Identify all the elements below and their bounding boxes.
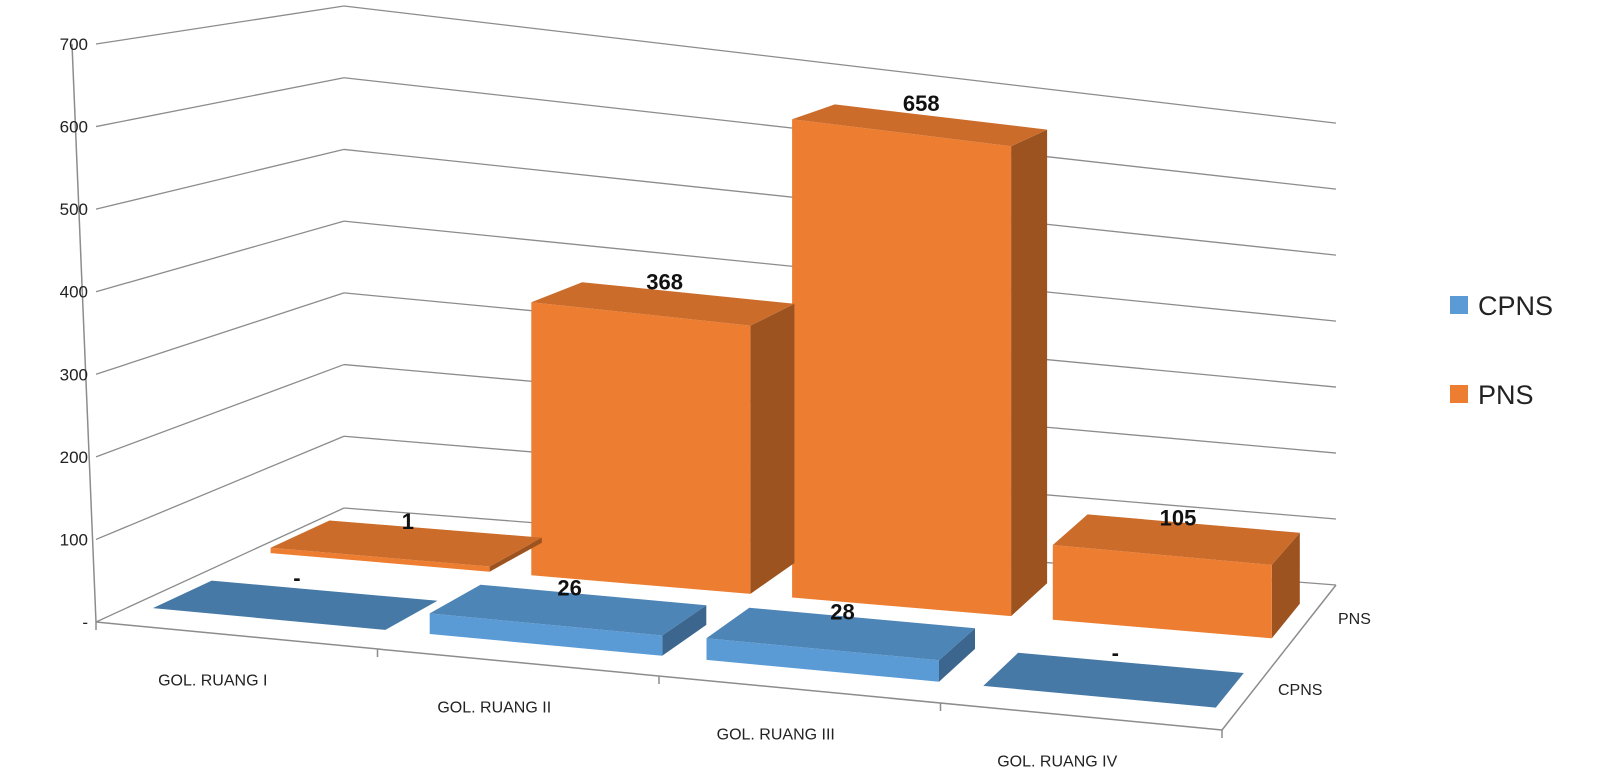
data-labels: 105 658 368 1 - 28 26 -: [293, 91, 1196, 666]
bar-pns: [792, 104, 1048, 617]
category-label: GOL. RUANG II: [437, 700, 551, 717]
x-axis-categories: GOL. RUANG I GOL. RUANG II GOL. RUANG III G…: [158, 673, 1118, 771]
bar-front-face: [792, 119, 1012, 617]
bar-front-face: [1052, 545, 1272, 639]
y-tick-label: -: [82, 613, 88, 632]
data-label-cpns: 28: [830, 600, 854, 625]
y-tick-label: 400: [60, 283, 88, 302]
bar-cpns: [983, 652, 1244, 708]
bar-top-face: [270, 520, 542, 567]
bar-side-face: [662, 605, 707, 656]
side-wall-gridline: [95, 148, 345, 210]
legend-label-pns: PNS: [1478, 380, 1534, 410]
bar-front-face: [270, 547, 490, 572]
bar-top-face: [429, 584, 707, 636]
series-axis-label-cpns: CPNS: [1278, 682, 1322, 699]
bar-top-face: [792, 104, 1048, 147]
bar-side-face: [489, 537, 542, 572]
y-tick-label: 100: [60, 530, 88, 549]
data-label-pns: 1: [402, 509, 414, 534]
legend-swatch-cpns: [1450, 296, 1468, 314]
y-tick-label: 600: [60, 118, 88, 137]
bar-pns: [531, 282, 795, 594]
bar-floor-tile: [152, 580, 438, 630]
bar-top-face: [531, 282, 795, 326]
side-wall-gridline: [95, 507, 345, 623]
bar-top-face: [1052, 514, 1300, 565]
category-label: GOL. RUANG I: [158, 673, 267, 690]
bar-cpns: [429, 584, 707, 656]
bar-top-face: [706, 607, 975, 661]
bar-floor-tile: [983, 652, 1244, 708]
y-axis-line: [71, 43, 97, 623]
series-axis-line: [1221, 584, 1337, 731]
y-tick-label: 700: [60, 35, 88, 54]
bars: [152, 104, 1300, 708]
series-axis: PNS CPNS: [1278, 611, 1371, 699]
category-label: GOL. RUANG III: [717, 727, 835, 744]
y-axis-ticks: - 100 200 300 400 500 600 700: [60, 35, 88, 632]
bar-side-face: [1271, 532, 1300, 639]
bar-side-face: [939, 628, 975, 682]
y-tick-label: 300: [60, 365, 88, 384]
side-wall-gridline: [95, 435, 345, 541]
bar-side-face: [1011, 129, 1048, 617]
bar-front-face: [706, 638, 939, 682]
side-wall-gridline: [95, 5, 345, 45]
legend: CPNS PNS: [1450, 291, 1553, 410]
data-label-cpns: 26: [557, 576, 581, 601]
bar-front-face: [531, 302, 751, 594]
bar-pns: [270, 520, 542, 572]
bar-front-face: [429, 613, 663, 656]
side-wall-gridline: [95, 292, 345, 375]
data-label-pns: 658: [903, 91, 940, 116]
series-axis-label-pns: PNS: [1338, 611, 1371, 628]
bar-cpns: [706, 607, 975, 682]
data-label-pns: 105: [1160, 505, 1197, 530]
side-wall-gridline: [95, 363, 345, 458]
bar-pns: [1052, 514, 1300, 639]
data-label-cpns: -: [1112, 641, 1119, 666]
y-tick-label: 200: [60, 448, 88, 467]
legend-swatch-pns: [1450, 385, 1468, 403]
side-wall-gridline: [95, 220, 345, 293]
bar-cpns: [152, 580, 438, 630]
data-label-pns: 368: [646, 269, 683, 294]
data-label-cpns: -: [293, 565, 300, 590]
category-label: GOL. RUANG IV: [997, 754, 1117, 771]
y-tick-label: 500: [60, 200, 88, 219]
bar-side-face: [750, 303, 795, 594]
back-wall-gridline: [343, 5, 1337, 124]
legend-label-cpns: CPNS: [1478, 291, 1553, 321]
side-wall-gridline: [95, 77, 345, 128]
